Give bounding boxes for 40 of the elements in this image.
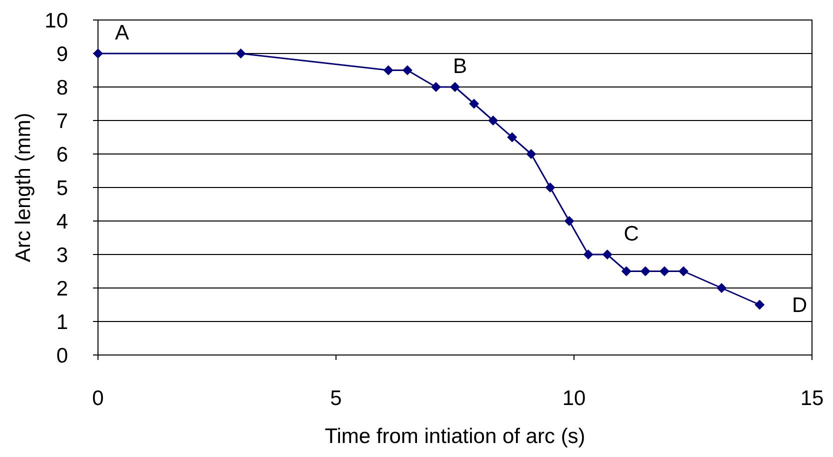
point: [450, 82, 460, 92]
annotation: D: [792, 294, 808, 317]
point: [430, 82, 441, 92]
point: [716, 283, 727, 293]
annotation: B: [452, 55, 467, 78]
point: [236, 48, 246, 58]
point: [402, 65, 412, 76]
y-tick-label: 2: [56, 277, 68, 300]
point: [678, 266, 688, 276]
y-tick-label: 10: [44, 9, 68, 32]
y-tick-label: 7: [56, 110, 68, 133]
x-tick-label: 10: [562, 387, 586, 410]
point: [602, 250, 612, 260]
point: [754, 300, 765, 310]
y-tick-label: 5: [56, 176, 68, 200]
y-tick-label: 9: [56, 42, 68, 66]
point: [488, 116, 498, 126]
point: [640, 266, 650, 276]
point: [383, 65, 394, 76]
x-tick-label: 5: [330, 387, 342, 410]
y-tick-label: 1: [56, 310, 68, 334]
x-axis-title: Time from intiation of arc (s): [324, 425, 586, 448]
x-tick-label: 15: [800, 387, 824, 410]
point: [526, 149, 536, 159]
y-tick-label: 6: [56, 143, 68, 166]
point: [621, 266, 632, 276]
point: [507, 132, 518, 142]
y-tick-label: 0: [56, 344, 68, 368]
point: [469, 98, 480, 109]
point: [564, 216, 574, 226]
y-tick-label: 8: [56, 76, 68, 100]
y-axis-title: Arc length (mm): [12, 112, 35, 262]
x-tick-label: 0: [92, 387, 104, 410]
annotation: C: [624, 222, 639, 246]
point: [583, 250, 594, 260]
point: [545, 182, 556, 192]
y-tick-label: 3: [56, 244, 68, 267]
annotation: A: [114, 22, 130, 44]
y-tick-label: 4: [56, 210, 68, 234]
point: [659, 266, 670, 276]
